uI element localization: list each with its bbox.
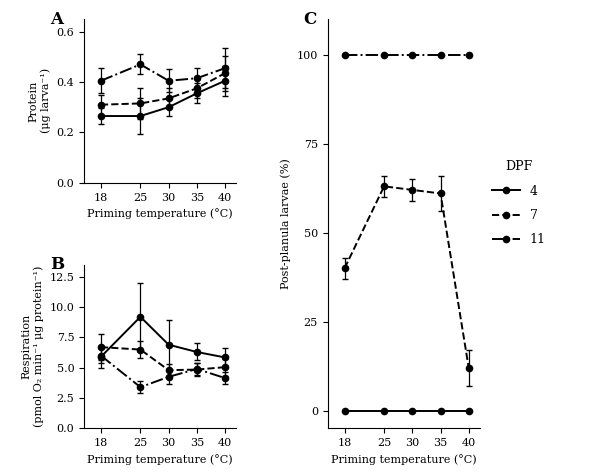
X-axis label: Priming temperature (°C): Priming temperature (°C) — [88, 454, 233, 465]
Text: A: A — [50, 11, 64, 28]
Text: C: C — [304, 11, 317, 28]
Text: B: B — [50, 257, 65, 274]
Y-axis label: Respiration
(pmol O₂ min⁻¹ μg protein⁻¹): Respiration (pmol O₂ min⁻¹ μg protein⁻¹) — [22, 266, 44, 427]
Y-axis label: Post-planula larvae (%): Post-planula larvae (%) — [280, 159, 291, 289]
Y-axis label: Protein
(μg larva⁻¹): Protein (μg larva⁻¹) — [29, 69, 51, 133]
X-axis label: Priming temperature (°C): Priming temperature (°C) — [88, 208, 233, 219]
Legend: 4, 7, 11: 4, 7, 11 — [493, 160, 546, 246]
X-axis label: Priming temperature (°C): Priming temperature (°C) — [331, 454, 476, 465]
